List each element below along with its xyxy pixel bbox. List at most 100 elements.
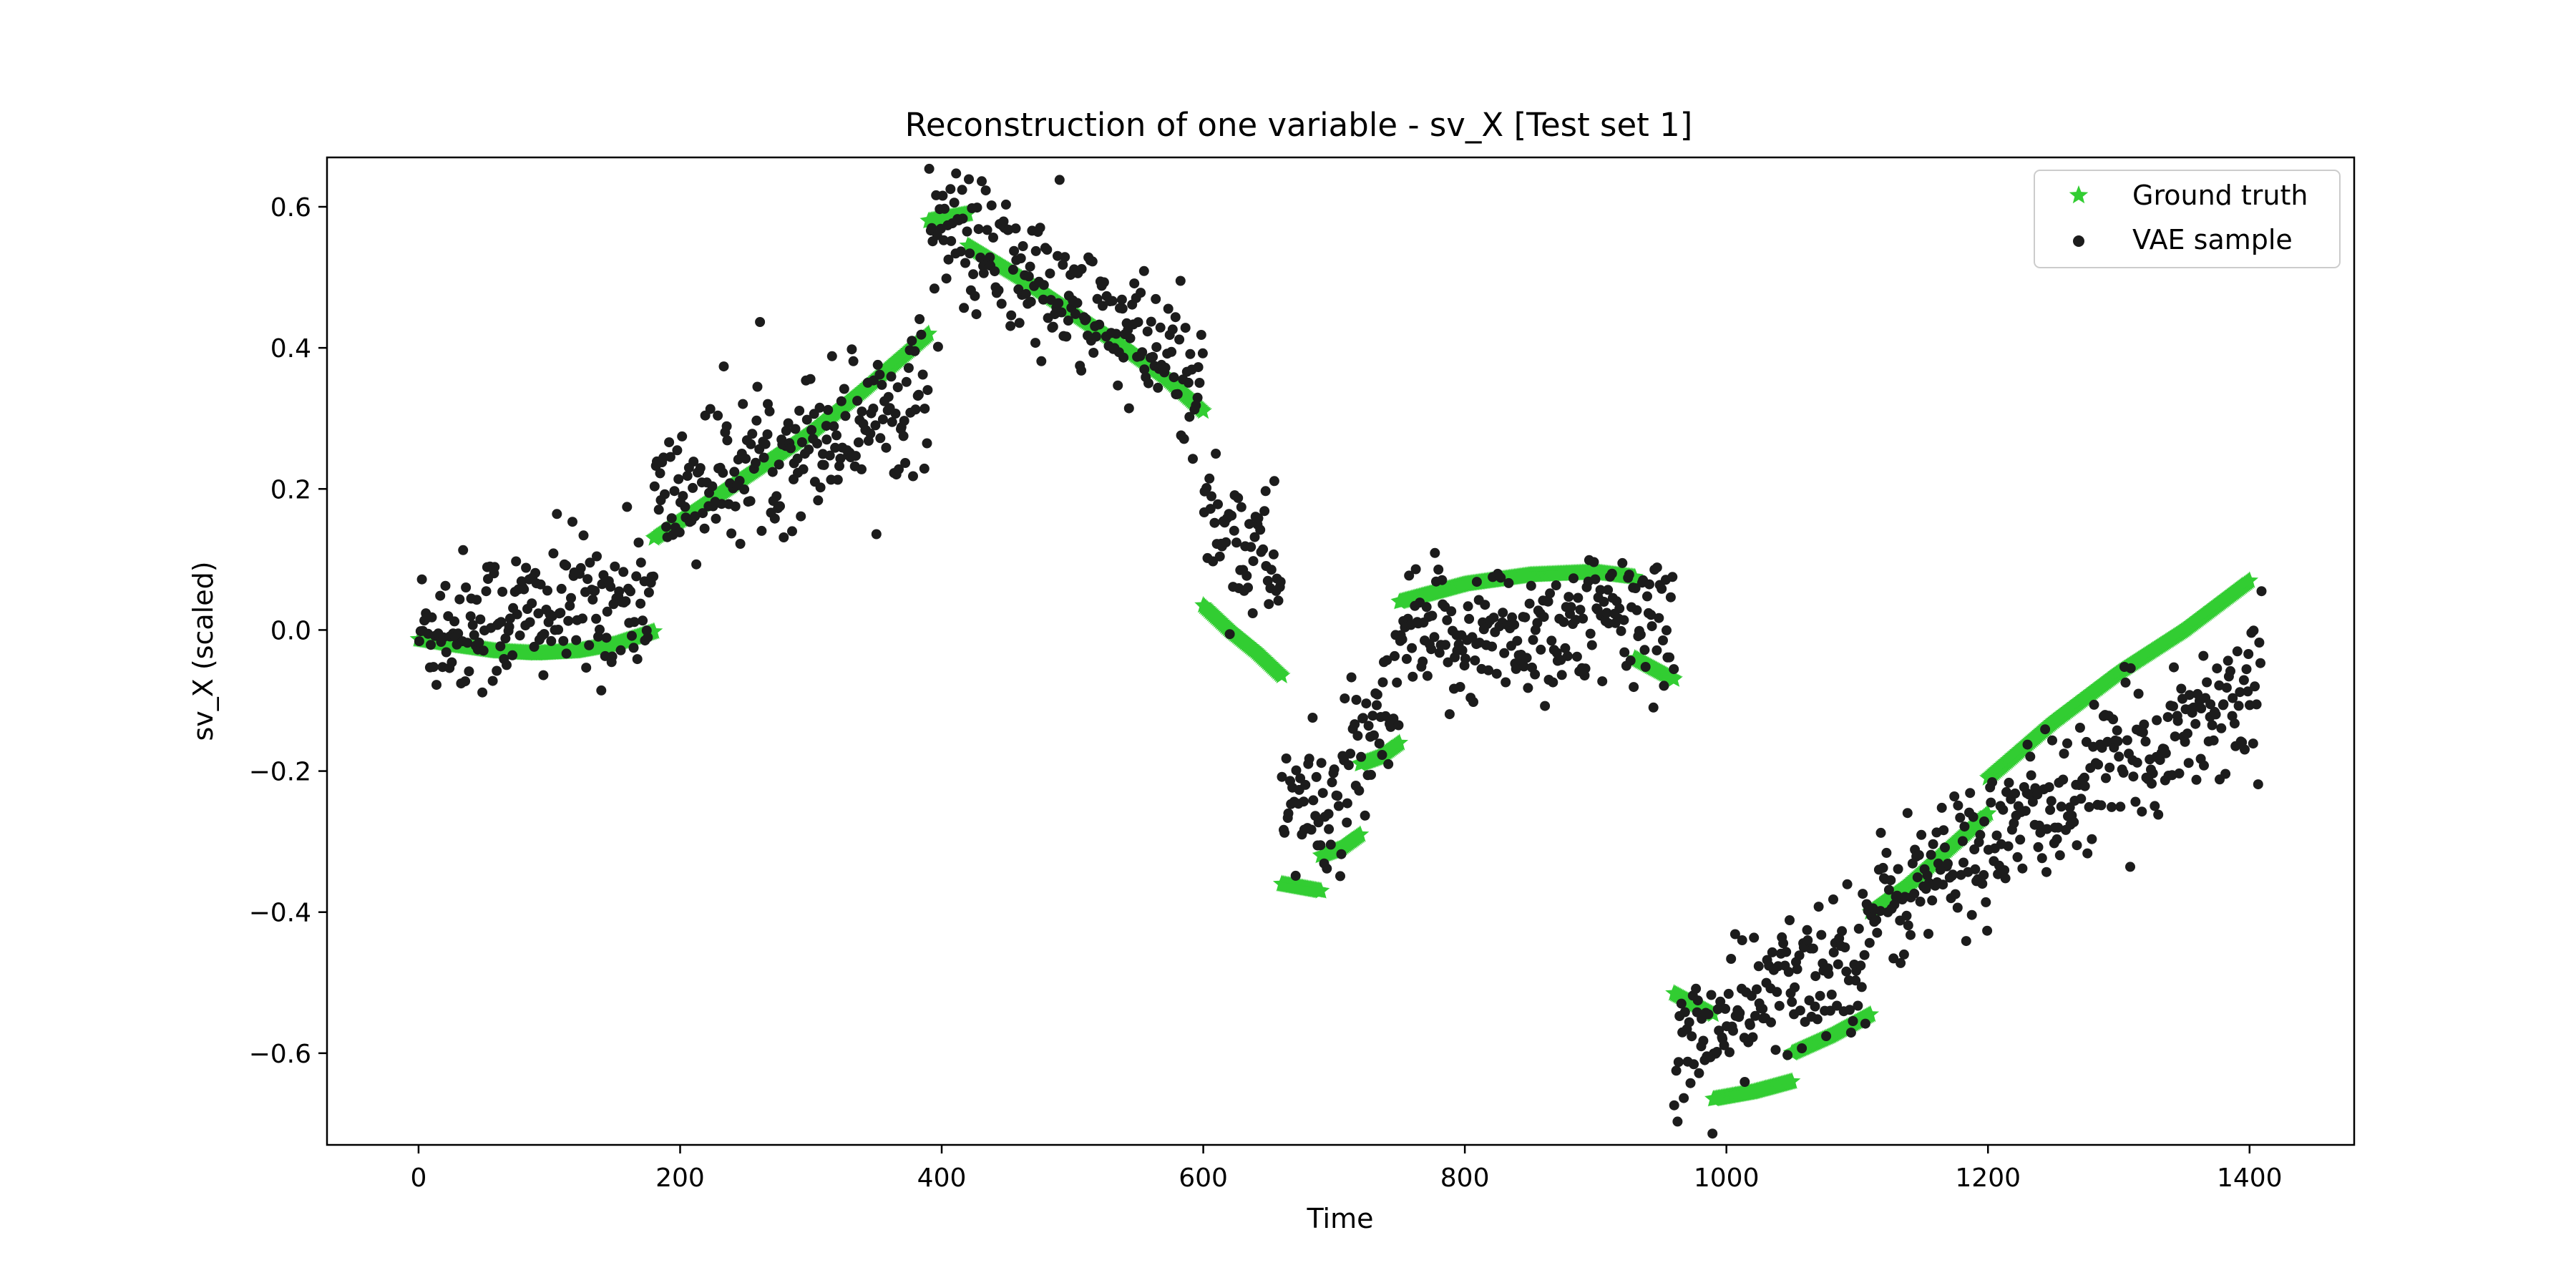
vae-sample-point [796, 511, 806, 522]
vae-sample-point [1463, 601, 1473, 612]
vae-sample-point [1923, 929, 1933, 939]
vae-sample-point [1590, 574, 1601, 585]
vae-sample-point [929, 283, 940, 294]
vae-sample-point [2183, 758, 2194, 769]
vae-sample-point [1816, 930, 1827, 940]
ground-truth-point [1272, 666, 1291, 683]
vae-sample-point [1275, 577, 1286, 587]
vae-sample-point [980, 185, 991, 196]
vae-sample-point [481, 586, 492, 597]
vae-sample-point [1422, 670, 1433, 681]
vae-sample-point [877, 414, 888, 425]
vae-sample-point [2229, 718, 2240, 729]
vae-sample-point [1906, 930, 1916, 940]
vae-sample-point [525, 617, 535, 628]
vae-sample-point [2184, 690, 2195, 701]
vae-sample-point [1060, 252, 1070, 263]
vae-sample-point [2160, 748, 2171, 758]
vae-sample-point [648, 571, 659, 582]
vae-sample-point [1833, 959, 1843, 970]
vae-sample-point [2125, 862, 2135, 872]
vae-sample-point [1160, 362, 1171, 373]
vae-sample-point [489, 562, 500, 572]
vae-sample-point [1883, 884, 1894, 895]
vae-sample-point [792, 453, 803, 464]
vae-sample-point [1740, 1077, 1750, 1087]
vae-sample-point [1856, 982, 1867, 992]
vae-sample-point [602, 606, 613, 617]
vae-sample-point [1619, 647, 1630, 658]
vae-sample-point [857, 464, 867, 474]
vae-sample-point [2210, 709, 2221, 720]
vae-sample-point [1940, 842, 1950, 853]
vae-sample-point [535, 579, 546, 590]
vae-sample-point [688, 457, 699, 467]
vae-sample-point [1224, 629, 1235, 640]
vae-sample-point [1038, 280, 1049, 291]
vae-sample-point [1390, 650, 1400, 661]
vae-sample-point [1125, 333, 1136, 343]
vae-sample-point [1480, 600, 1491, 610]
vae-sample-point [1009, 245, 1020, 256]
vae-sample-point [2147, 779, 2157, 789]
vae-sample-point [2046, 796, 2057, 806]
vae-sample-point [666, 513, 677, 524]
vae-sample-point [1571, 651, 1582, 662]
vae-sample-point [1597, 676, 1608, 687]
vae-sample-point [1832, 1000, 1843, 1011]
vae-sample-point [957, 213, 968, 224]
vae-sample-point [1521, 653, 1532, 663]
vae-sample-point [1728, 1025, 1738, 1036]
vae-sample-point [635, 557, 646, 568]
legend-box [2034, 170, 2341, 268]
vae-sample-point [982, 225, 992, 235]
vae-sample-point [1410, 564, 1421, 575]
vae-sample-point [1689, 1059, 1699, 1070]
vae-sample-point [1277, 771, 1287, 782]
vae-sample-point [2137, 806, 2147, 817]
vae-sample-point [1139, 364, 1150, 375]
vae-sample-point [1953, 800, 1963, 811]
vae-sample-point [1859, 950, 1870, 960]
x-tick-label: 800 [1440, 1163, 1490, 1193]
vae-sample-point [1986, 797, 1996, 808]
vae-sample-point [2074, 723, 2085, 733]
vae-sample-point [447, 657, 457, 668]
vae-sample-point [877, 379, 887, 390]
vae-sample-point [1518, 661, 1529, 672]
vae-sample-point [1691, 983, 1702, 994]
vae-sample-point [1617, 557, 1628, 568]
vae-sample-point [504, 621, 514, 632]
vae-sample-point [1283, 808, 1294, 819]
vae-sample-point [2001, 786, 2011, 797]
vae-sample-point [1943, 859, 1953, 869]
vae-sample-point [1603, 585, 1614, 595]
vae-sample-point [1580, 663, 1591, 674]
vae-sample-point [1860, 1018, 1870, 1029]
vae-sample-point [1113, 380, 1123, 391]
vae-sample-point [2162, 712, 2173, 723]
vae-sample-point [462, 638, 473, 648]
vae-sample-point [1143, 378, 1153, 389]
vae-sample-point [1810, 971, 1821, 982]
vae-sample-point [1151, 342, 1162, 353]
y-axis-ticks: −0.6 −0.4 −0.2 0.0 0.2 0.4 0.6 [249, 193, 327, 1069]
vae-sample-point [756, 525, 767, 536]
vae-sample-point [1000, 199, 1011, 210]
vae-sample-point [2196, 703, 2207, 713]
ground-truth-point [1861, 1005, 1880, 1023]
vae-sample-point [590, 585, 600, 596]
vae-sample-point [1315, 840, 1326, 851]
vae-sample-point [2133, 688, 2144, 699]
vae-sample-point [699, 523, 710, 534]
vae-sample-point [1418, 656, 1428, 667]
vae-sample-point [1794, 950, 1805, 961]
vae-sample-point [1025, 261, 1035, 272]
vae-sample-point [1357, 713, 1368, 723]
vae-sample-point [1185, 348, 1196, 359]
vae-sample-point [1795, 1005, 1805, 1016]
vae-sample-point [1260, 486, 1271, 497]
vae-sample-point [1377, 750, 1387, 760]
vae-sample-point [835, 453, 846, 464]
vae-sample-point [1020, 288, 1031, 299]
